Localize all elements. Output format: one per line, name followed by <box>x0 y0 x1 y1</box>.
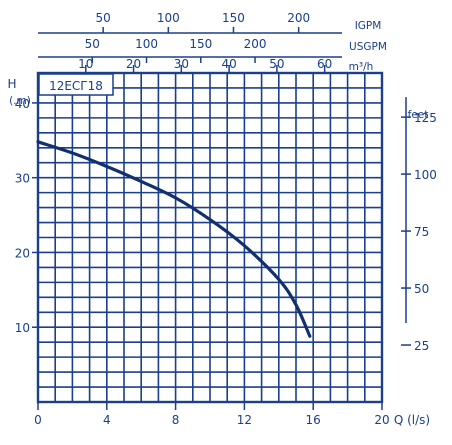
y-tick-label: 40 <box>15 97 30 111</box>
top-axis-label: IGPM <box>355 20 382 32</box>
right-tick-label: 75 <box>414 225 429 239</box>
x-tick-label: 8 <box>172 413 180 427</box>
top-tick-label: 10 <box>78 57 93 71</box>
x-tick-label: 4 <box>103 413 111 427</box>
top-tick-label: 20 <box>126 57 141 71</box>
top-tick-label: 50 <box>85 37 100 51</box>
y-axis-unit: (.m) <box>9 95 31 107</box>
pump-curve-line <box>36 140 312 338</box>
x-tick-label: 0 <box>34 413 42 427</box>
model-label: 12ECГ18 <box>49 79 103 93</box>
y-tick-label: 30 <box>15 172 30 186</box>
top-tick-label: 150 <box>189 37 212 51</box>
top-tick-label: 50 <box>269 57 284 71</box>
x-axis-label: Q (l/s) <box>394 413 430 427</box>
top-tick-label: 150 <box>222 11 245 25</box>
right-tick-label: 50 <box>414 282 429 296</box>
top-axis-label: m³/h <box>349 61 374 73</box>
right-tick-label: 100 <box>414 168 437 182</box>
y-axis-label: H <box>7 77 16 91</box>
top-axis-label: USGPM <box>349 41 387 53</box>
top-tick-label: 60 <box>317 57 332 71</box>
y-tick-label: 10 <box>15 321 30 335</box>
plot-frame <box>36 71 384 404</box>
x-tick-label: 20 <box>374 413 389 427</box>
right-tick-label: 25 <box>414 339 429 353</box>
right-axis-label: feet <box>408 109 429 121</box>
y-tick-label: 20 <box>15 246 30 260</box>
model-label-box <box>38 73 114 96</box>
top-tick-label: 100 <box>135 37 158 51</box>
right-tick-label: 125 <box>414 111 437 125</box>
x-tick-label: 12 <box>237 413 252 427</box>
top-tick-label: 200 <box>244 37 267 51</box>
top-tick-label: 100 <box>157 11 180 25</box>
x-tick-label: 16 <box>306 413 321 427</box>
top-tick-label: 200 <box>287 11 310 25</box>
top-tick-label: 50 <box>96 11 111 25</box>
top-tick-label: 40 <box>221 57 236 71</box>
top-tick-label: 30 <box>174 57 189 71</box>
